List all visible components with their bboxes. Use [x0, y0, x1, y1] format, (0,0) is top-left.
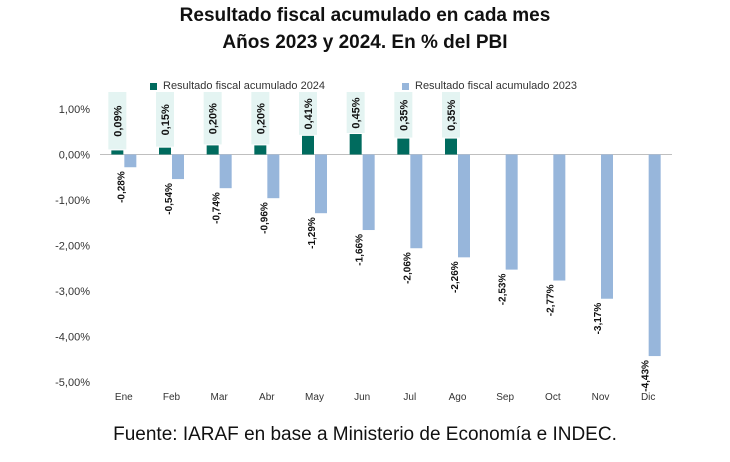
bar-2024-ene: [111, 150, 124, 155]
label-highlight-2024: [299, 92, 317, 135]
label-highlight-2024: [203, 92, 222, 145]
data-label-2024: 0,41%: [303, 98, 315, 129]
bar-2024-mar: [206, 145, 219, 155]
data-label-2023: -2,26%: [450, 261, 461, 293]
x-tick-label: Jun: [354, 392, 370, 403]
x-tick-label: Dic: [641, 392, 655, 403]
y-tick-label: -1,00%: [55, 195, 90, 207]
x-tick-label: Abr: [259, 392, 275, 403]
data-label-2024: 0,09%: [112, 105, 124, 136]
data-label-2023: -1,66%: [355, 234, 366, 266]
bar-2024-abr: [254, 145, 267, 155]
legend-label-2023: Resultado fiscal acumulado 2023: [415, 80, 578, 92]
x-tick-label: Feb: [163, 392, 181, 403]
data-label-2023: -0,28%: [116, 171, 127, 203]
bar-2023-nov: [601, 154, 613, 299]
x-tick-label: Mar: [211, 392, 229, 403]
data-label-2023: -3,17%: [593, 303, 604, 335]
bar-2024-ago: [445, 138, 457, 155]
x-tick-label: May: [305, 392, 324, 403]
data-label-2024: 0,20%: [208, 103, 220, 134]
data-label-2024: 0,35%: [446, 99, 458, 130]
x-tick-label: Nov: [592, 392, 610, 403]
bar-2023-may: [315, 154, 327, 214]
legend-label-2024: Resultado fiscal acumulado 2024: [163, 80, 326, 92]
data-label-2024: 0,15%: [160, 104, 172, 135]
data-label-2024: 0,45%: [351, 97, 363, 128]
data-label-2023: -2,53%: [498, 274, 509, 306]
legend-item-2024: Resultado fiscal acumulado 2024: [150, 80, 325, 92]
bar-2023-abr: [267, 154, 280, 199]
y-tick-label: -3,00%: [55, 286, 90, 298]
bar-2023-ago: [458, 154, 470, 258]
data-label-2024: 0,35%: [398, 99, 410, 130]
label-highlight-2024: [156, 92, 174, 147]
y-tick-label: 1,00%: [59, 104, 90, 116]
x-tick-label: Ene: [115, 392, 133, 403]
data-label-2023: -4,43%: [641, 360, 652, 392]
bar-2024-jun: [349, 134, 362, 155]
data-label-2023: -2,77%: [545, 284, 556, 316]
bar-chart: 1,00% 0,00% -1,00% -2,00% -3,00% -4,00% -5,00%…: [55, 92, 672, 403]
bar-2024-feb: [159, 147, 171, 155]
bar-2023-feb: [172, 154, 184, 180]
legend-item-2023: Resultado fiscal acumulado 2023: [402, 80, 577, 92]
x-tick-label: Oct: [545, 392, 561, 403]
y-tick-label: 0,00%: [59, 150, 90, 162]
label-highlight-2024: [346, 92, 365, 134]
data-label-2023: -0,74%: [212, 192, 223, 224]
bar-2023-dic: [648, 154, 661, 357]
bar-2024-jul: [397, 138, 410, 155]
bar-2023-ene: [124, 154, 137, 168]
legend-swatch-2024: [150, 82, 157, 90]
legend-swatch-2023: [402, 82, 409, 90]
bar-2023-jun: [362, 154, 375, 231]
x-tick-label: Sep: [496, 392, 514, 403]
y-tick-label: -4,00%: [55, 332, 90, 344]
data-label-2023: -0,54%: [164, 183, 175, 215]
bar-2023-oct: [553, 154, 566, 281]
label-highlight-2024: [108, 92, 127, 150]
data-label-2023: -0,96%: [259, 202, 270, 234]
source-note: Fuente: IARAF en base a Ministerio de Ec…: [113, 424, 617, 445]
data-label-2023: -1,29%: [307, 217, 318, 249]
chart-subtitle: Años 2023 y 2024. En % del PBI: [222, 32, 508, 53]
bar-2023-jul: [410, 154, 423, 249]
y-tick-label: -5,00%: [55, 377, 90, 389]
label-highlight-2024: [442, 92, 460, 138]
label-highlight-2024: [251, 92, 270, 145]
label-highlight-2024: [394, 92, 413, 138]
y-tick-label: -2,00%: [55, 241, 90, 253]
x-tick-label: Ago: [449, 392, 467, 403]
data-label-2024: 0,20%: [255, 103, 267, 134]
bar-2023-mar: [219, 154, 232, 189]
data-label-2023: -2,06%: [402, 252, 413, 284]
chart-title: Resultado fiscal acumulado en cada mes: [179, 5, 551, 26]
x-tick-label: Jul: [403, 392, 416, 403]
bar-2023-sep: [505, 154, 518, 270]
bar-2024-may: [302, 135, 314, 155]
